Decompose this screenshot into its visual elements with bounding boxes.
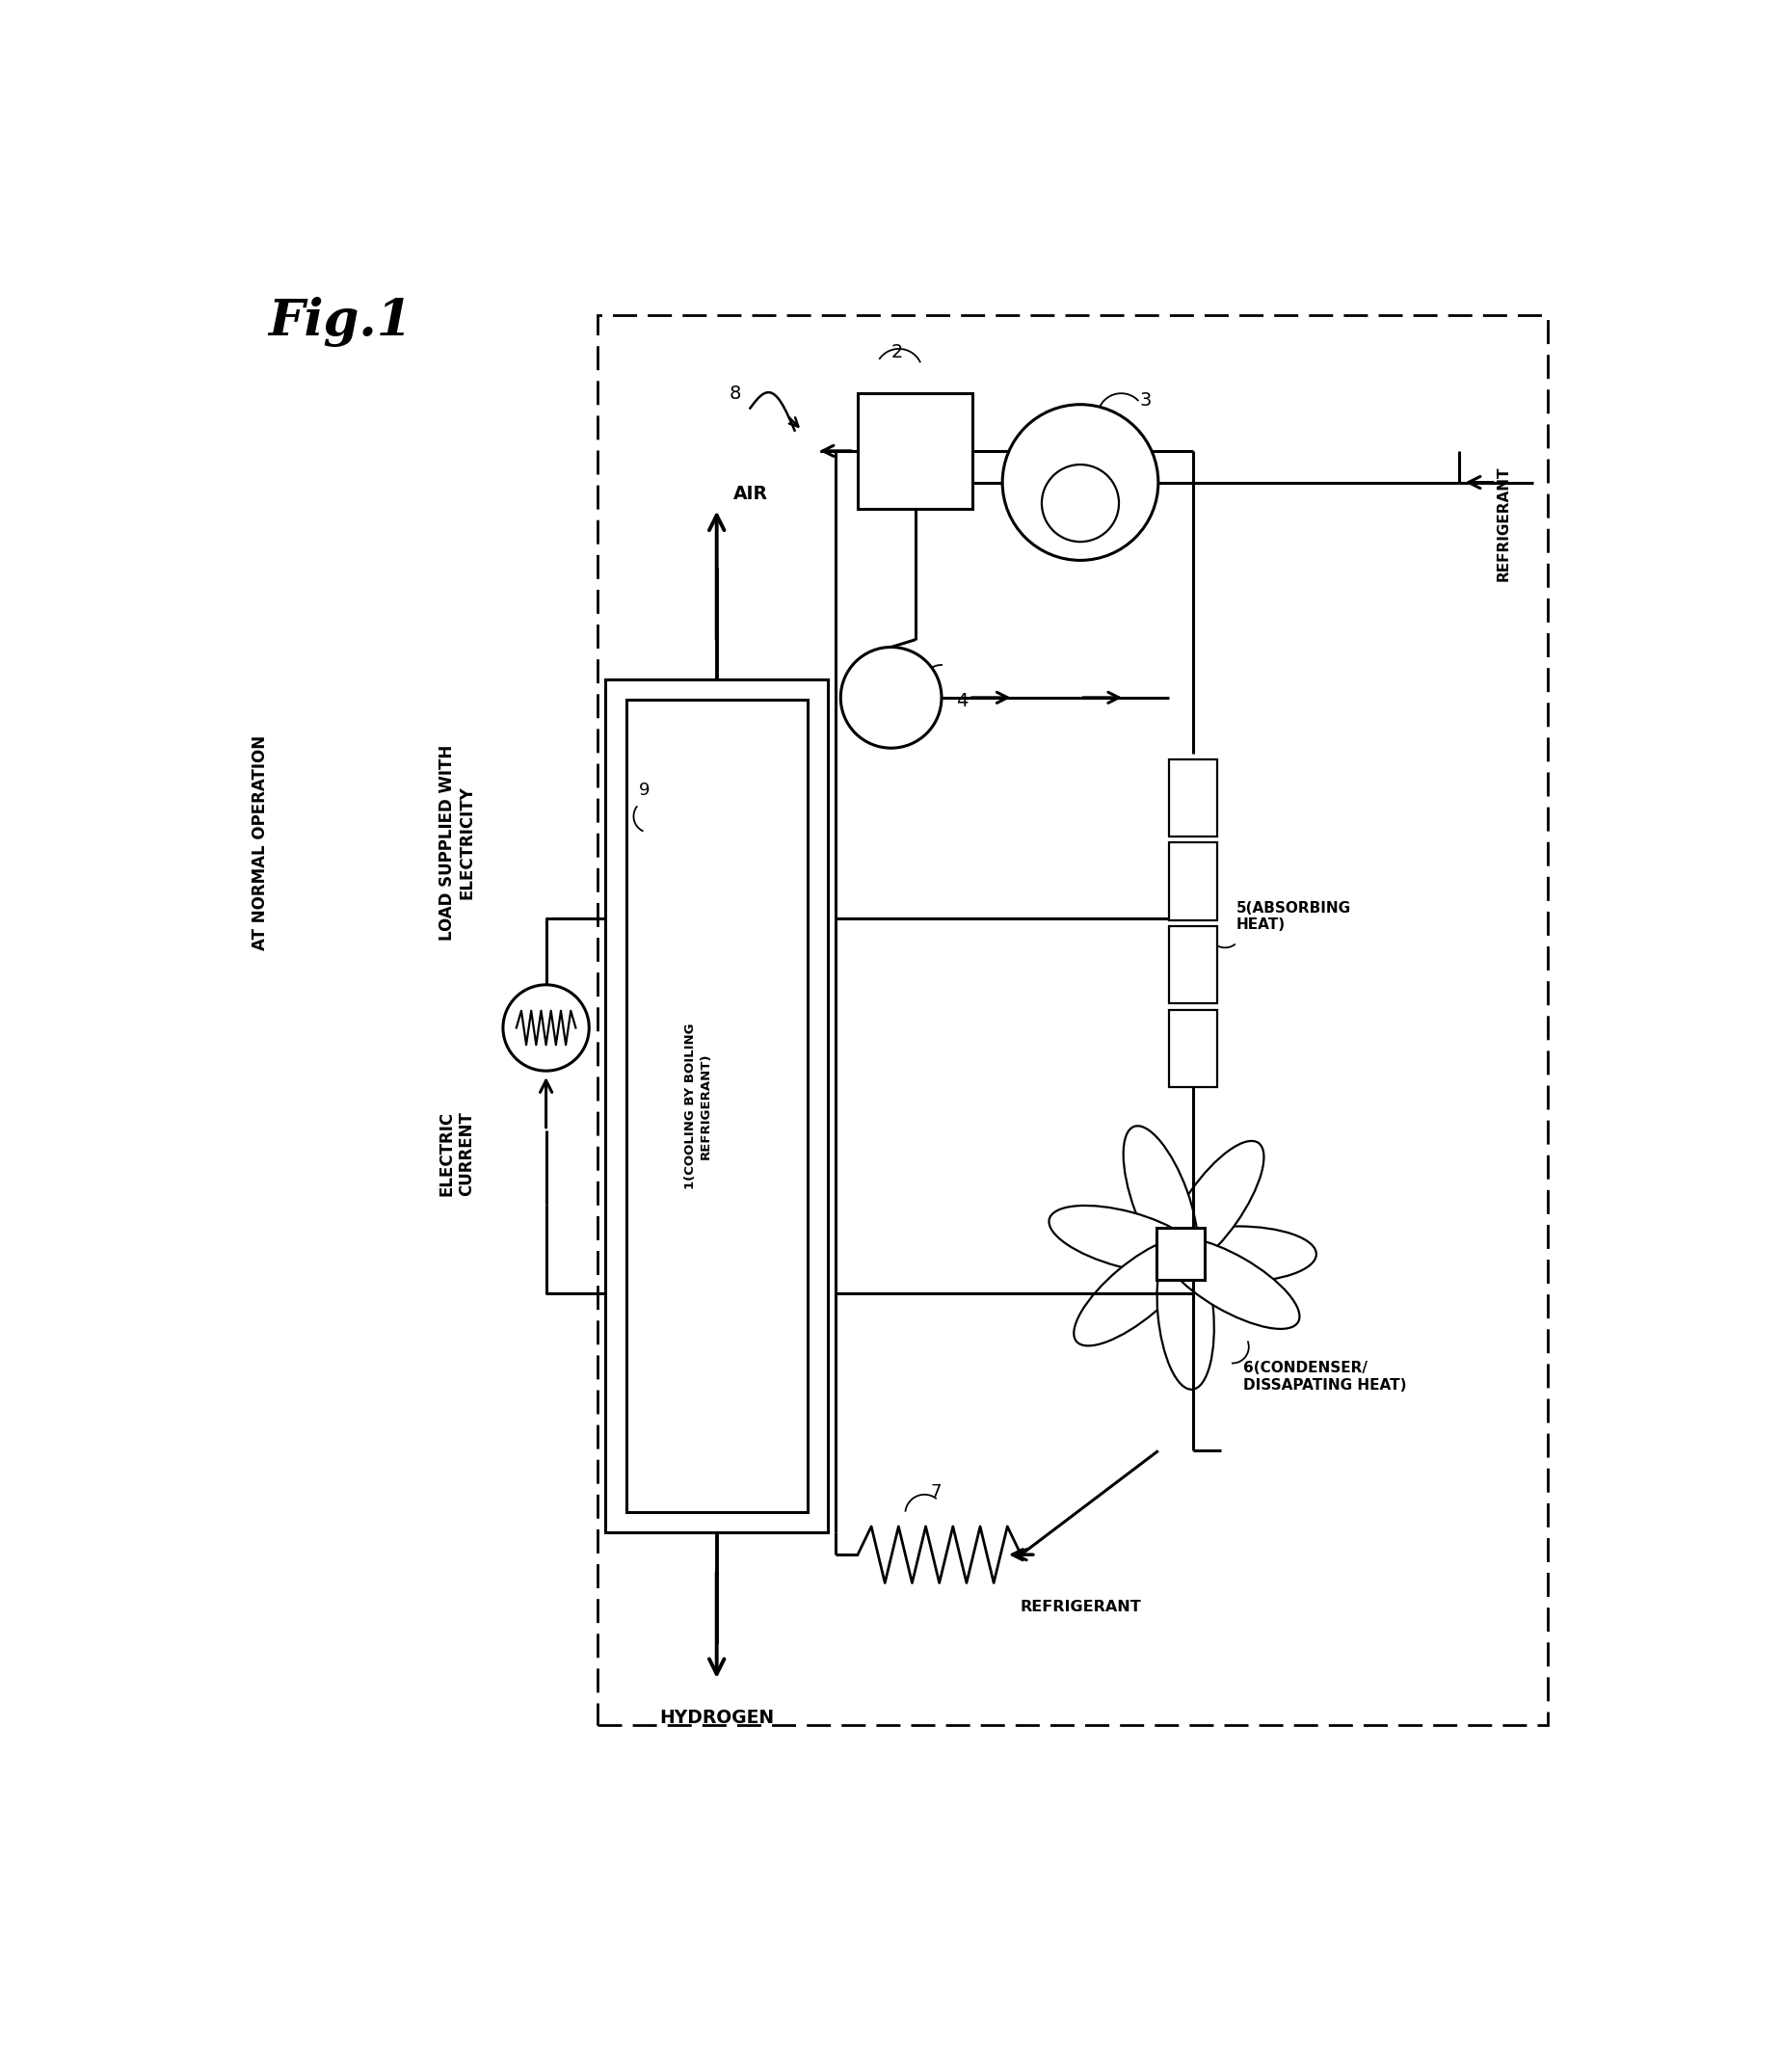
Text: Fig.1: Fig.1 [267,296,411,346]
Ellipse shape [1048,1206,1200,1272]
Circle shape [1161,1233,1202,1274]
Ellipse shape [1073,1237,1198,1347]
Bar [598,315,1549,1726]
Text: 5(ABSORBING
HEAT): 5(ABSORBING HEAT) [1235,901,1351,932]
Text: 6(CONDENSER/
DISSAPATING HEAT): 6(CONDENSER/ DISSAPATING HEAT) [1244,1361,1406,1392]
Bar [858,394,972,508]
Ellipse shape [1157,1235,1214,1390]
Text: LOAD SUPPLIED WITH
ELECTRICITY: LOAD SUPPLIED WITH ELECTRICITY [438,744,475,941]
Text: 7: 7 [931,1484,942,1500]
Bar [605,680,828,1533]
Bar [627,700,808,1513]
Text: 8: 8 [730,383,740,402]
Bar [1169,758,1218,837]
Bar [1157,1229,1205,1280]
Text: 4: 4 [956,692,968,711]
Ellipse shape [1123,1125,1198,1274]
Bar [1169,843,1218,920]
Text: ELECTRIC
CURRENT: ELECTRIC CURRENT [438,1111,475,1196]
Circle shape [504,984,589,1071]
Text: REFRIGERANT: REFRIGERANT [1020,1600,1141,1614]
Text: 9: 9 [639,781,650,800]
Bar [1169,1009,1218,1088]
Bar [1169,926,1218,1003]
Circle shape [1041,464,1120,541]
Ellipse shape [1161,1227,1315,1283]
Circle shape [1002,404,1159,559]
Ellipse shape [1164,1142,1264,1272]
Text: REFRIGERANT: REFRIGERANT [1495,466,1511,580]
Ellipse shape [1162,1237,1299,1328]
Circle shape [840,646,942,748]
Text: 2: 2 [890,344,902,363]
Text: 3: 3 [1139,392,1152,410]
Text: AIR: AIR [733,485,767,503]
Text: AT NORMAL OPERATION: AT NORMAL OPERATION [251,736,269,949]
Text: HYDROGEN: HYDROGEN [659,1709,774,1728]
Text: 1(COOLING BY BOILING
REFRIGERANT): 1(COOLING BY BOILING REFRIGERANT) [685,1024,712,1189]
